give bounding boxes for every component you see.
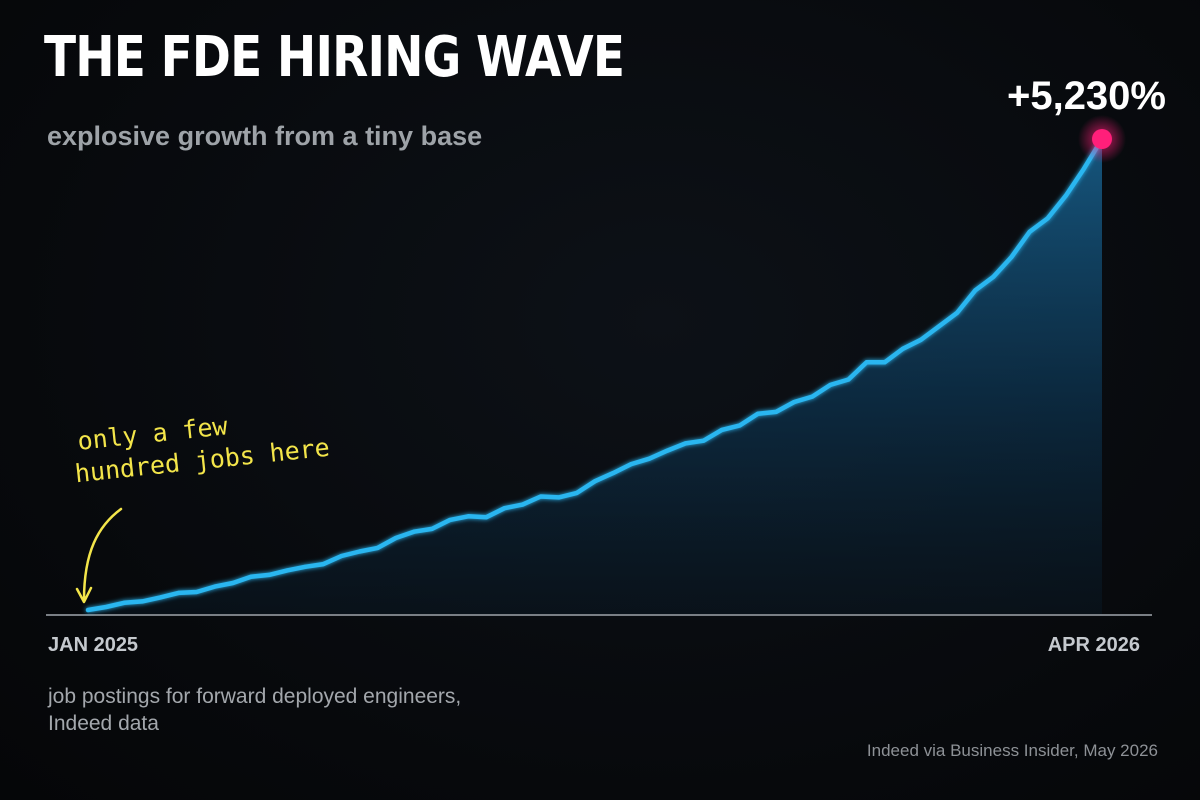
data-point xyxy=(629,462,634,467)
data-point xyxy=(230,581,235,585)
data-point xyxy=(1045,216,1050,221)
x-tick-start: JAN 2025 xyxy=(48,634,139,656)
data-point xyxy=(194,590,199,594)
data-point xyxy=(484,515,489,520)
data-point xyxy=(140,599,145,604)
data-point xyxy=(756,411,760,416)
data-point xyxy=(918,337,923,342)
chart-subtitle: explosive growth from a tiny base xyxy=(47,121,483,151)
data-point xyxy=(937,324,941,329)
data-point xyxy=(104,605,109,609)
data-point xyxy=(991,274,996,279)
data-point xyxy=(1027,229,1032,234)
source-note: Indeed via Business Insider, May 2026 xyxy=(866,741,1158,760)
data-point xyxy=(574,490,579,495)
data-point xyxy=(973,288,978,293)
data-point xyxy=(1081,166,1086,171)
chart-title: THE FDE HIRING WAVE xyxy=(44,25,625,90)
data-point xyxy=(828,382,833,387)
data-point xyxy=(303,564,308,569)
data-point xyxy=(321,562,326,567)
data-point xyxy=(774,409,779,414)
data-point xyxy=(593,479,597,484)
data-point xyxy=(86,608,90,612)
data-point xyxy=(411,529,416,534)
data-point xyxy=(375,545,380,550)
data-point xyxy=(882,360,887,365)
chart-caption: job postings for forward deployed engine… xyxy=(48,685,462,735)
data-point xyxy=(647,456,652,461)
end-marker xyxy=(1092,129,1112,149)
data-point xyxy=(792,400,797,404)
growth-callout: +5,230% xyxy=(1006,74,1166,118)
data-point xyxy=(176,590,181,595)
data-point xyxy=(267,572,272,577)
x-tick-end: APR 2026 xyxy=(1047,634,1140,656)
data-point xyxy=(466,514,471,519)
data-point xyxy=(122,600,127,605)
data-points xyxy=(86,137,1104,612)
data-point xyxy=(900,346,905,351)
data-point xyxy=(611,471,616,476)
area-fill xyxy=(88,139,1102,615)
data-point xyxy=(665,448,670,453)
data-point xyxy=(357,549,362,554)
data-point xyxy=(430,526,434,531)
data-point xyxy=(955,310,960,315)
data-point xyxy=(737,423,742,428)
data-point xyxy=(285,568,290,573)
data-point xyxy=(846,377,851,382)
data-point xyxy=(448,517,453,522)
data-point xyxy=(520,502,525,507)
data-point xyxy=(701,438,706,443)
data-point xyxy=(1009,255,1014,259)
data-point xyxy=(393,536,398,540)
data-point xyxy=(719,427,724,432)
data-point xyxy=(810,394,815,399)
data-point xyxy=(538,494,543,499)
annotation-arrow xyxy=(75,507,123,604)
data-point xyxy=(249,574,253,579)
data-point xyxy=(212,584,217,589)
data-point xyxy=(502,506,507,511)
data-point xyxy=(556,495,561,500)
data-point xyxy=(158,595,163,600)
data-point xyxy=(864,360,869,365)
data-point xyxy=(1063,193,1068,198)
data-point xyxy=(339,554,344,558)
data-point xyxy=(683,441,688,446)
